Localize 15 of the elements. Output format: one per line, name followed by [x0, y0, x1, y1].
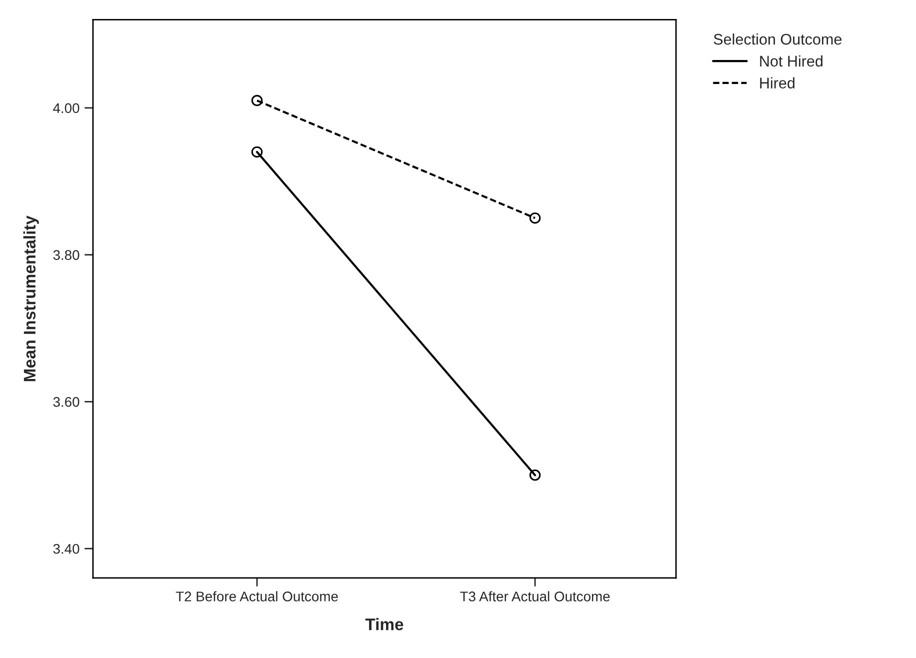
- point: [251, 146, 263, 158]
- y-tick-label: 4.00: [53, 103, 80, 114]
- x-tick-label: T3 After Actual Outcome: [460, 591, 610, 602]
- legend-label: Not Hired: [760, 55, 822, 67]
- point: [251, 94, 263, 106]
- legend-label: Hired: [760, 77, 794, 88]
- x-axis-title: Time: [365, 618, 404, 630]
- x-tick-label: T2 Before Actual Outcome: [176, 591, 338, 602]
- point: [529, 212, 541, 224]
- y-tick-label: 3.80: [53, 250, 80, 260]
- y-tick-label: 3.40: [53, 544, 80, 554]
- y-axis-title: Mean Instrumentality: [23, 216, 39, 382]
- legend-title: Selection Outcome: [714, 33, 842, 45]
- y-tick-label: 3.60: [53, 397, 80, 407]
- point: [529, 470, 541, 481]
